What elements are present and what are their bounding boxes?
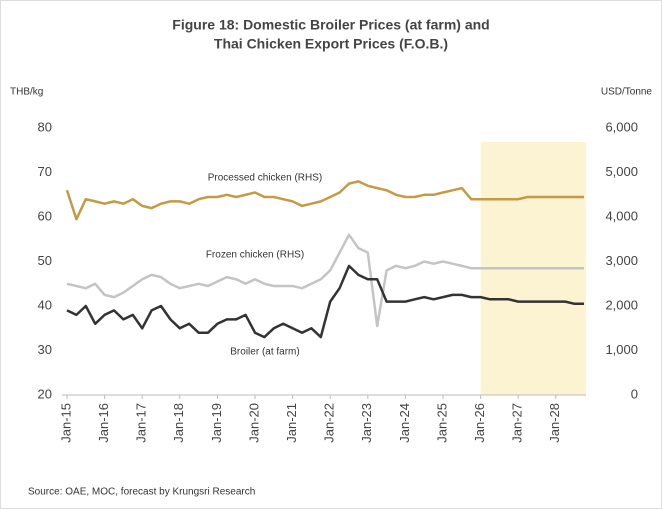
x-tick-label: Jan-21 [284,403,299,443]
x-tick-label: Jan-24 [397,403,412,443]
y-tick-label: 30 [38,342,52,357]
y-tick-label: 60 [38,208,52,223]
y-tick-label: 50 [38,253,52,268]
y2-tick-label: 4,000 [605,208,638,223]
y-tick-label: 40 [38,297,52,312]
source-note: Source: OAE, MOC, forecast by Krungsri R… [28,487,255,498]
series-line [65,180,584,221]
y-tick-label: 80 [38,119,52,134]
chart-title: Figure 18: Domestic Broiler Prices (at f… [172,17,489,33]
chart-title: Thai Chicken Export Prices (F.O.B.) [214,36,448,52]
x-tick-label: Jan-16 [96,403,111,443]
y2-tick-label: 6,000 [605,119,638,134]
x-tick-label: Jan-18 [171,403,186,443]
series-line [66,264,584,339]
x-tick-label: Jan-15 [58,403,73,443]
y2-tick-label: 2,000 [605,297,638,312]
series-label: Frozen chicken (RHS) [206,250,304,261]
y-tick-label: 70 [38,164,52,179]
x-tick-label: Jan-28 [547,403,562,443]
x-tick-label: Jan-23 [359,403,374,443]
series-line [66,233,584,328]
x-tick-label: Jan-27 [510,403,525,443]
y2-axis-label: USD/Tonne [601,87,653,98]
y-tick-label: 20 [38,386,52,401]
y2-tick-label: 5,000 [605,164,638,179]
y2-tick-label: 0 [631,386,638,401]
y-axis-label: THB/kg [10,87,43,98]
x-tick-label: Jan-17 [134,403,149,443]
x-tick-label: Jan-26 [472,403,487,443]
y2-tick-label: 1,000 [605,342,638,357]
x-tick-label: Jan-19 [209,403,224,443]
x-tick-label: Jan-20 [246,403,261,443]
y2-tick-label: 3,000 [605,253,638,268]
series-label: Broiler (at farm) [230,347,299,358]
x-tick-label: Jan-25 [434,403,449,443]
series-label: Processed chicken (RHS) [208,173,322,184]
x-tick-label: Jan-22 [322,403,337,443]
